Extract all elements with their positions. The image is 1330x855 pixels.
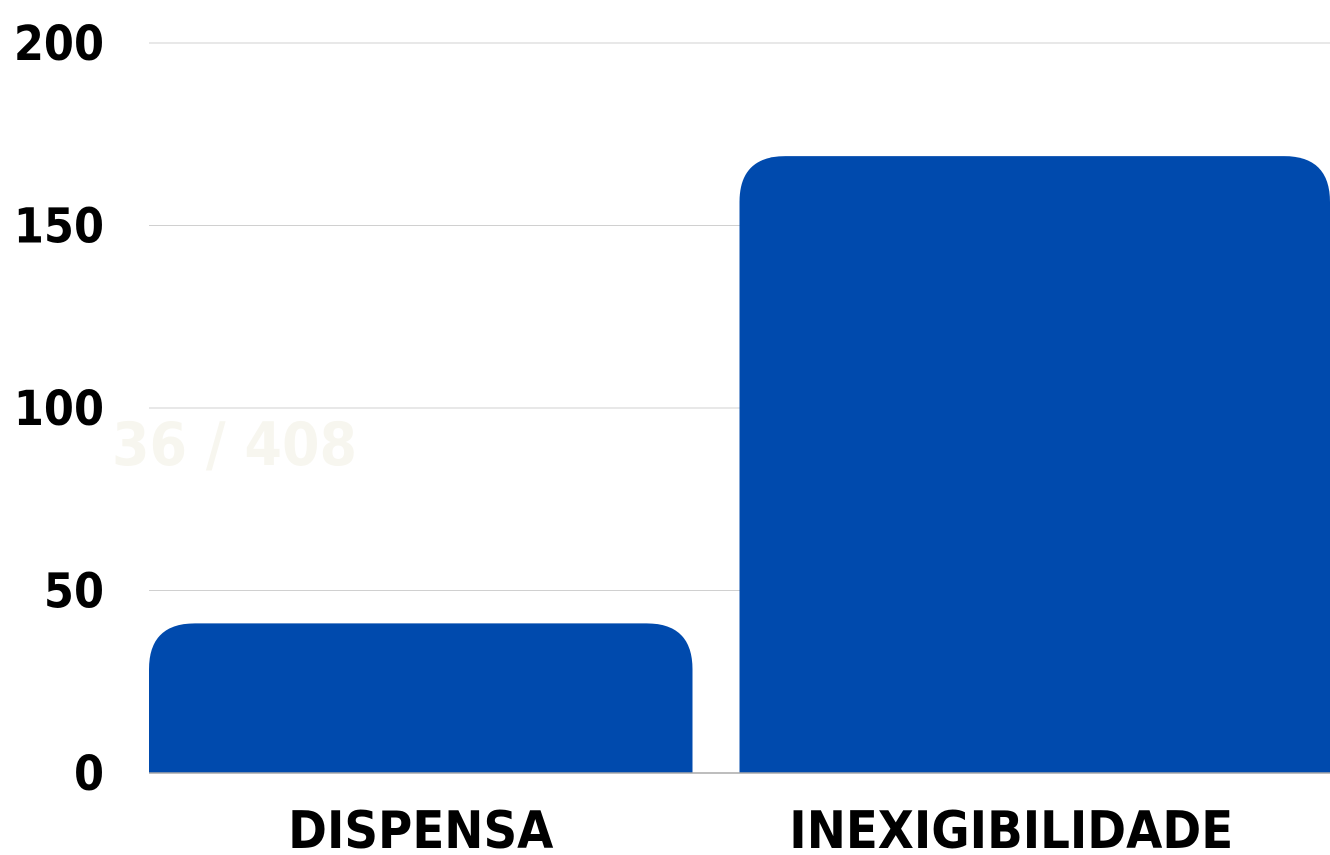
bar-dispensa (149, 623, 693, 773)
bars (149, 156, 1330, 773)
x-axis-labels: DISPENSA INEXIGIBILIDADE (288, 801, 1233, 855)
y-axis-ticks: 0 50 100 150 200 (14, 16, 104, 802)
x-category-label: INEXIGIBILIDADE (789, 801, 1233, 855)
y-tick-label: 100 (14, 381, 104, 437)
y-tick-label: 0 (74, 746, 104, 802)
y-tick-label: 200 (14, 16, 104, 72)
bar-inexigibilidade (739, 156, 1330, 773)
y-tick-label: 150 (14, 199, 104, 255)
x-category-label: DISPENSA (288, 801, 553, 855)
overlay-counter: 36 / 408 (112, 410, 357, 480)
y-tick-label: 50 (44, 564, 104, 620)
